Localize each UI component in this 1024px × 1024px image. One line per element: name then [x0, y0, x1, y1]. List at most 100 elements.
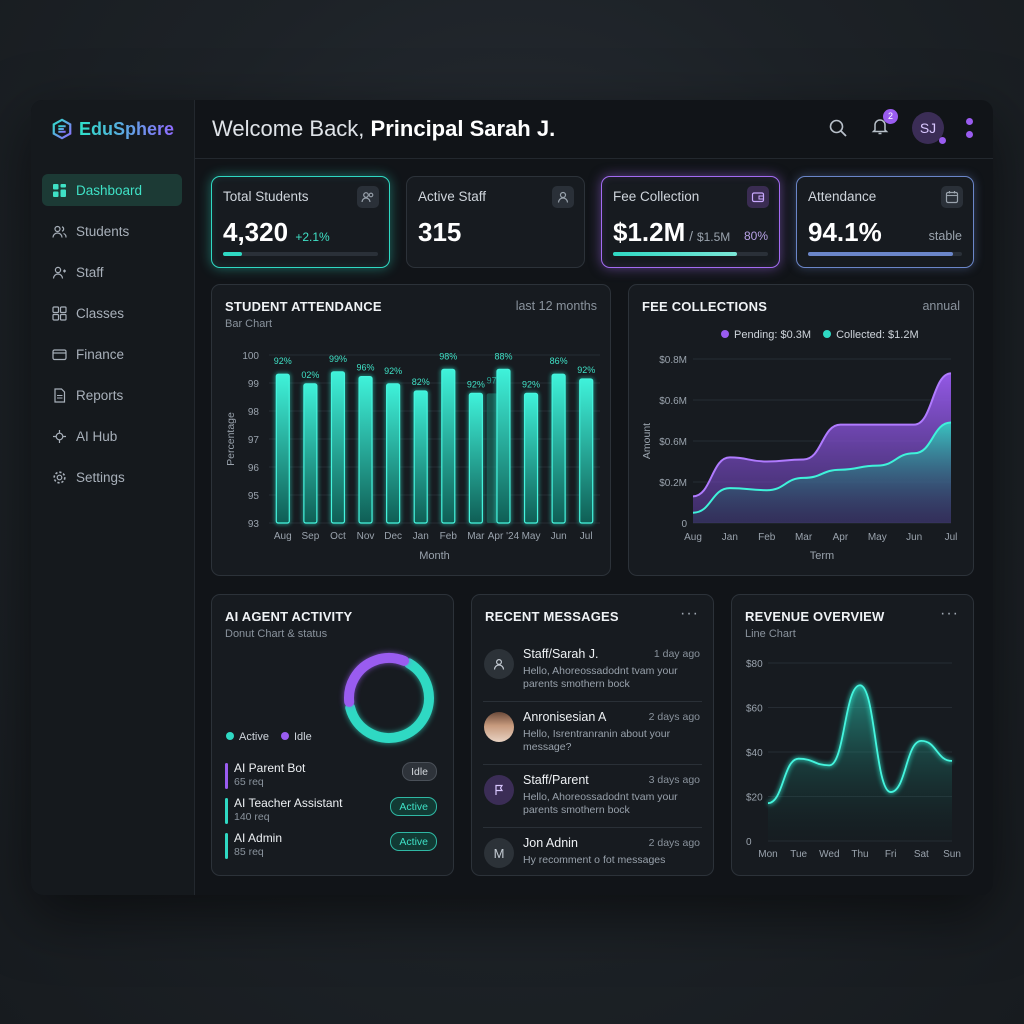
- legend-collected: Collected: $1.2M: [823, 329, 919, 341]
- sidebar-item-students[interactable]: Students: [42, 215, 182, 247]
- status-badge[interactable]: Active: [390, 797, 437, 816]
- y-tick-label: 100: [242, 351, 259, 362]
- more-options-icon[interactable]: ···: [680, 605, 699, 622]
- search-icon[interactable]: [828, 118, 848, 138]
- fee-collections-panel: FEE COLLECTIONS annual Pending: $0.3M Co…: [628, 284, 974, 576]
- bar: [551, 373, 566, 524]
- area-collected: [693, 422, 951, 523]
- attendance-panel: STUDENT ATTENDANCE Bar Chart last 12 mon…: [211, 284, 611, 576]
- status-bar: [225, 763, 228, 789]
- stat-card-attendance[interactable]: Attendance 94.1% stable: [796, 176, 974, 268]
- bar: [358, 375, 373, 524]
- data-label: 86%: [550, 356, 568, 366]
- progress-bar: [223, 252, 378, 256]
- sidebar-item-label: AI Hub: [76, 428, 118, 444]
- agent-row[interactable]: AI Teacher Assistant 140 req Active: [225, 796, 437, 826]
- bar: [468, 392, 483, 524]
- status-bar: [225, 798, 228, 824]
- logo-icon: [52, 118, 72, 140]
- app-window: EduSphere Dashboard Students Staff Classes F…: [31, 100, 993, 895]
- x-tick-label: Jul: [945, 532, 958, 543]
- data-label: 98%: [439, 351, 457, 361]
- agent-row[interactable]: AI Parent Bot 65 req Idle: [225, 761, 437, 791]
- progress-bar: [808, 252, 962, 256]
- more-menu-icon[interactable]: [966, 118, 973, 138]
- x-tick-label: Aug: [684, 532, 702, 543]
- stat-card-active-staff[interactable]: Active Staff 315: [406, 176, 585, 268]
- x-tick-label: Fri: [885, 849, 897, 860]
- sidebar-item-label: Settings: [76, 469, 125, 485]
- range-label[interactable]: annual: [922, 299, 960, 313]
- message-item[interactable]: M Jon Adnin 2 days ago Hy recomment o fo…: [483, 830, 702, 875]
- sidebar-item-reports[interactable]: Reports: [42, 379, 182, 411]
- avatar[interactable]: SJ: [912, 112, 946, 144]
- avatar-initials: SJ: [919, 120, 937, 136]
- sidebar-item-label: Dashboard: [76, 182, 143, 198]
- x-tick-label: Jul: [580, 531, 593, 542]
- sidebar-item-finance[interactable]: Finance: [42, 338, 182, 370]
- x-tick-label: Thu: [851, 849, 868, 860]
- person-icon: [484, 649, 514, 679]
- more-options-icon[interactable]: ···: [940, 605, 959, 622]
- x-tick-label: Oct: [330, 531, 346, 542]
- area-collected-line: [692, 421, 952, 514]
- message-item[interactable]: Staff/Sarah J. 1 day ago Hello, Ahoreoss…: [483, 641, 702, 702]
- message-preview: Hello, Isrentranranin about your message…: [523, 728, 671, 753]
- stat-label: Attendance: [808, 189, 877, 204]
- user-icon: [552, 186, 574, 208]
- sidebar-item-ai-hub[interactable]: AI Hub: [42, 420, 182, 452]
- x-tick-label: Aug: [274, 531, 292, 542]
- sidebar-item-dashboard[interactable]: Dashboard: [42, 174, 182, 206]
- legend-active: Active: [226, 731, 269, 743]
- x-tick-label: Jan: [413, 531, 429, 542]
- x-tick-label: Apr '24: [488, 531, 520, 542]
- gear-icon: [52, 470, 67, 485]
- data-label: 92%: [577, 365, 595, 375]
- sidebar-item-settings[interactable]: Settings: [42, 461, 182, 493]
- x-tick-label: May: [868, 532, 887, 543]
- data-label: 92%: [384, 366, 402, 376]
- notifications-button[interactable]: 2: [870, 108, 898, 141]
- status-badge[interactable]: Active: [390, 832, 437, 851]
- message-time: 3 days ago: [648, 774, 700, 786]
- message-preview: Hello, Ahoreossadodnt tvam your parents …: [523, 665, 678, 690]
- ai-chip-icon: [52, 429, 67, 444]
- data-label: 92%: [522, 379, 540, 389]
- bell-icon: [871, 118, 889, 134]
- area-pending-line: [692, 372, 952, 498]
- message-item[interactable]: Anronisesian A 2 days ago Hello, Isrentr…: [483, 704, 702, 765]
- message-item[interactable]: Staff/Parent 3 days ago Hello, Ahoreossa…: [483, 767, 702, 828]
- agent-donut-chart: [344, 653, 434, 743]
- sidebar-item-classes[interactable]: Classes: [42, 297, 182, 329]
- agent-row[interactable]: AI Admin 85 req Active: [225, 831, 437, 861]
- fee-area-chart: $0.8M $0.6M $0.6M $0.2M 0 Aug Jan Feb Mar Apr May J…: [641, 355, 958, 562]
- sidebar-item-label: Classes: [76, 305, 125, 321]
- data-label: 88%: [494, 351, 512, 361]
- y-tick-label: 0: [681, 519, 687, 530]
- y-tick-label: 96: [248, 463, 260, 474]
- progress-fill: [223, 252, 242, 256]
- range-label[interactable]: last 12 months: [515, 299, 597, 313]
- panel-subtitle: Line Chart: [745, 628, 796, 640]
- status-bar: [225, 833, 228, 859]
- agent-legend: Active Idle: [226, 731, 312, 743]
- progress-fill: [808, 252, 953, 256]
- message-sender: Jon Adnin: [523, 836, 578, 850]
- agent-requests: 65 req: [234, 776, 264, 788]
- agent-name: AI Admin: [234, 831, 283, 845]
- bar: [303, 383, 318, 524]
- status-badge[interactable]: Idle: [402, 762, 437, 781]
- message-time: 1 day ago: [653, 648, 700, 660]
- y-tick-label: $60: [746, 704, 763, 715]
- sidebar-item-label: Reports: [76, 387, 124, 403]
- agent-requests: 85 req: [234, 846, 264, 858]
- x-tick-label: Sat: [914, 849, 929, 860]
- stat-card-fee-collection[interactable]: Fee Collection $1.2M / $1.5M 80%: [601, 176, 780, 268]
- panel-title: RECENT MESSAGES: [485, 609, 619, 624]
- staff-icon: [52, 265, 67, 280]
- logo[interactable]: EduSphere: [51, 118, 174, 140]
- y-tick-label: 98: [248, 407, 260, 418]
- stat-card-total-students[interactable]: Total Students 4,320 +2.1%: [211, 176, 390, 268]
- sidebar-item-staff[interactable]: Staff: [42, 256, 182, 288]
- header: Welcome Back, Principal Sarah J. 2 SJ: [194, 100, 993, 159]
